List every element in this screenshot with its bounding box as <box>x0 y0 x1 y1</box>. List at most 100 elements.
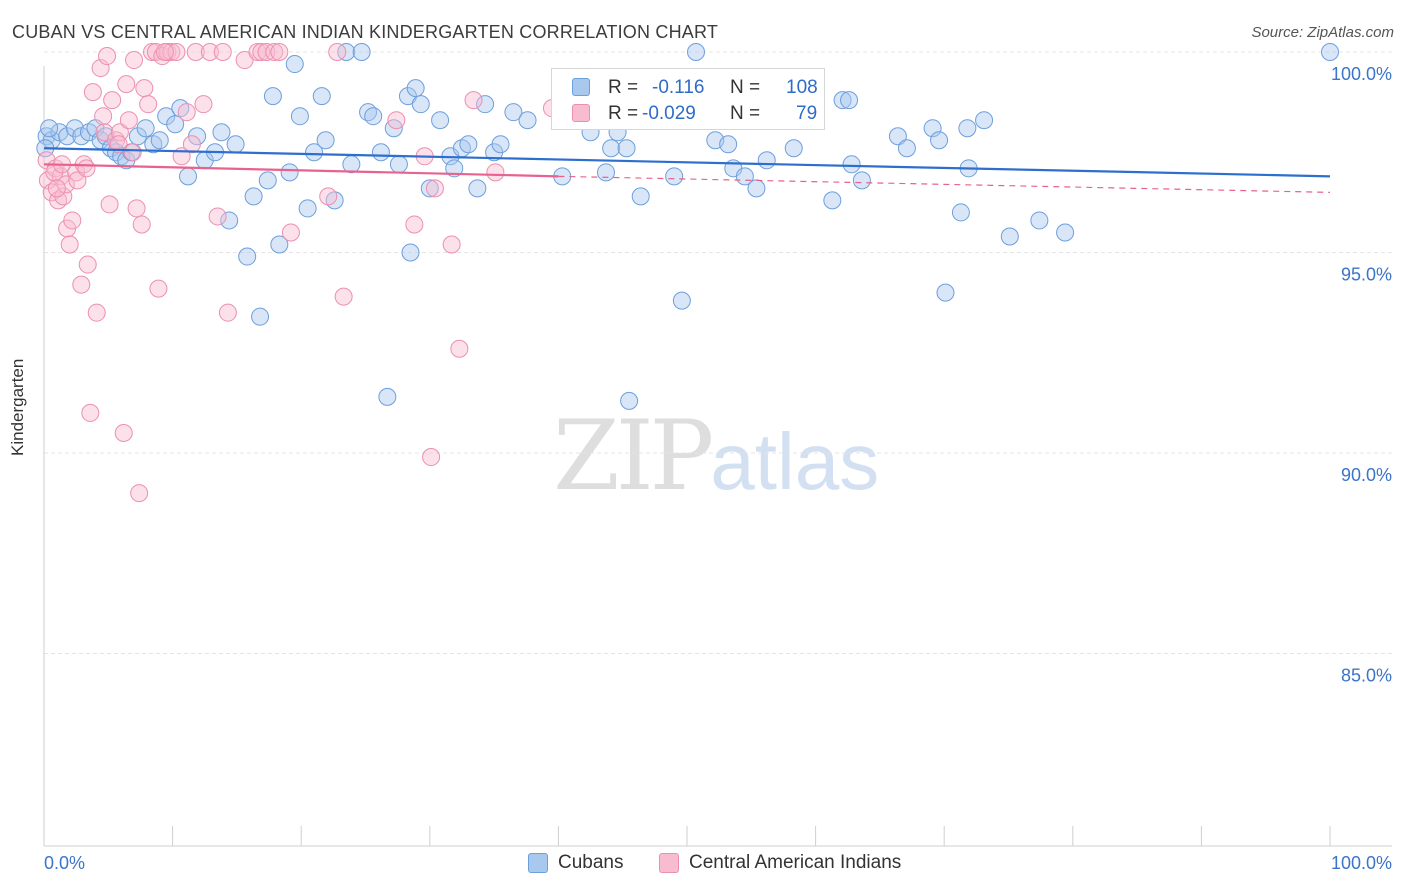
data-point <box>270 43 289 62</box>
data-point <box>117 75 136 94</box>
data-point <box>833 91 852 110</box>
data-point <box>179 167 198 186</box>
y-tick-label: 90.0% <box>1341 465 1392 485</box>
data-point <box>401 243 420 262</box>
x-tick-label: 100.0% <box>1331 853 1392 873</box>
data-point <box>464 91 483 110</box>
stats-legend: R = -0.116 N = 108 R = -0.029 N = 79 <box>551 68 825 130</box>
data-point <box>334 287 353 306</box>
data-point <box>139 95 158 114</box>
data-point <box>665 167 684 186</box>
data-point <box>631 187 650 206</box>
trend-lines <box>43 147 1331 193</box>
r-value: -0.116 <box>652 77 705 98</box>
data-point <box>1056 223 1075 242</box>
data-point <box>1321 43 1339 62</box>
data-point <box>213 43 232 62</box>
data-point <box>143 43 162 62</box>
data-point <box>852 171 871 190</box>
data-point <box>406 79 425 98</box>
data-point <box>958 119 977 138</box>
data-point <box>100 195 119 214</box>
data-point <box>290 107 309 126</box>
data-point <box>125 51 144 70</box>
data-point <box>182 135 201 154</box>
y-tick-label: 85.0% <box>1341 666 1392 686</box>
data-point <box>60 235 79 254</box>
data-point <box>897 139 916 158</box>
data-point <box>951 203 970 222</box>
data-point <box>617 139 636 158</box>
data-point <box>975 111 994 130</box>
data-point <box>98 47 117 66</box>
data-point <box>77 159 96 178</box>
trend-line-central-american-indians-projection <box>558 175 1331 193</box>
data-point <box>823 191 842 210</box>
data-point <box>150 131 169 150</box>
data-point <box>431 111 450 130</box>
y-axis-label: Kindergarten <box>8 358 27 456</box>
central-american-indians-legend-label: Central American Indians <box>689 852 902 873</box>
data-point <box>226 135 245 154</box>
data-point <box>265 43 284 62</box>
data-point <box>459 135 478 154</box>
data-point <box>155 43 174 62</box>
central-american-indians-legend-swatch <box>659 853 679 873</box>
data-point <box>352 43 371 62</box>
data-point <box>420 179 439 198</box>
data-point <box>445 159 464 178</box>
data-point <box>747 179 766 198</box>
data-point <box>218 303 237 322</box>
data-point <box>114 423 133 442</box>
data-point <box>270 235 289 254</box>
data-point <box>220 211 239 230</box>
data-point <box>123 143 142 162</box>
data-point <box>784 139 803 158</box>
data-point <box>186 43 205 62</box>
data-point <box>132 215 151 234</box>
data-point <box>672 291 691 310</box>
data-point <box>888 127 907 146</box>
data-point <box>840 91 859 110</box>
data-point <box>258 171 277 190</box>
data-point <box>63 211 82 230</box>
watermark-zip: ZIP <box>553 400 714 512</box>
data-point <box>387 111 406 130</box>
data-point <box>103 91 122 110</box>
data-point <box>238 247 257 266</box>
data-point <box>602 139 621 158</box>
x-tick-label: 0.0% <box>44 853 85 873</box>
data-point <box>442 235 461 254</box>
n-label: N = <box>730 77 761 98</box>
data-point <box>757 151 776 170</box>
data-point <box>83 83 102 102</box>
data-point <box>194 95 213 114</box>
data-point <box>72 275 91 294</box>
data-point <box>364 107 383 126</box>
cubans-legend-swatch <box>528 853 548 873</box>
data-point <box>162 43 181 62</box>
y-tick-label: 100.0% <box>1331 64 1392 84</box>
data-point <box>298 199 317 218</box>
chart-title: CUBAN VS CENTRAL AMERICAN INDIAN KINDERG… <box>12 22 719 42</box>
data-point <box>280 163 299 182</box>
data-point <box>119 111 138 130</box>
data-point <box>337 43 356 62</box>
n-value: 79 <box>796 103 818 124</box>
data-point <box>312 87 331 106</box>
data-point <box>930 131 949 150</box>
data-point <box>94 107 113 126</box>
data-point <box>476 95 495 114</box>
watermark-atlas: atlas <box>710 417 880 506</box>
cubans-swatch <box>572 78 590 96</box>
r-label: R = <box>608 103 639 124</box>
n-label: N = <box>730 103 761 124</box>
trend-line-central-american-indians <box>43 163 559 178</box>
data-point <box>87 303 106 322</box>
data-point <box>405 215 424 234</box>
data-point <box>596 163 615 182</box>
data-point <box>78 255 97 274</box>
data-point <box>244 187 263 206</box>
data-point <box>47 179 66 198</box>
